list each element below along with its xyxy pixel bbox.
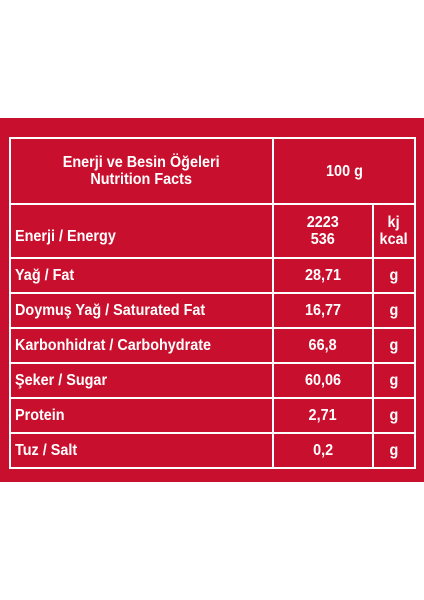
energy-unit-cell: kj kcal bbox=[371, 203, 417, 259]
row-label-cell: Yağ / Fat bbox=[9, 257, 274, 294]
row-label: Karbonhidrat / Carbohydrate bbox=[15, 337, 212, 354]
row-unit: g bbox=[389, 372, 399, 389]
table-title-cell: Enerji ve Besin Öğeleri Nutrition Facts bbox=[9, 137, 274, 205]
row-value-cell: 16,77 bbox=[272, 292, 374, 329]
row-unit: g bbox=[389, 442, 399, 459]
row-value-cell: 66,8 bbox=[272, 327, 374, 364]
energy-value-kj: 2223 bbox=[306, 214, 340, 231]
energy-label: Enerji / Energy bbox=[15, 227, 116, 245]
row-label: Şeker / Sugar bbox=[15, 372, 108, 389]
table-row-carbohydrate: Karbonhidrat / Carbohydrate 66,8 g bbox=[9, 327, 417, 364]
row-value-cell: 60,06 bbox=[272, 362, 374, 399]
row-unit-cell: g bbox=[371, 397, 417, 434]
row-value: 28,71 bbox=[304, 267, 342, 284]
row-unit: g bbox=[389, 407, 399, 424]
table-row-protein: Protein 2,71 g bbox=[9, 397, 417, 434]
table-row-saturated-fat: Doymuş Yağ / Saturated Fat 16,77 g bbox=[9, 292, 417, 329]
row-label: Protein bbox=[15, 407, 65, 424]
row-value: 60,06 bbox=[304, 372, 342, 389]
row-unit: g bbox=[389, 302, 399, 319]
row-unit-cell: g bbox=[371, 362, 417, 399]
row-unit-cell: g bbox=[371, 327, 417, 364]
energy-label-cell: Enerji / Energy bbox=[9, 203, 274, 259]
row-unit-cell: g bbox=[371, 292, 417, 329]
row-value-cell: 2,71 bbox=[272, 397, 374, 434]
energy-value-cell: 2223 536 bbox=[272, 203, 374, 259]
nutrition-table: Enerji ve Besin Öğeleri Nutrition Facts … bbox=[9, 137, 417, 469]
row-label: Yağ / Fat bbox=[15, 267, 75, 284]
row-label: Doymuş Yağ / Saturated Fat bbox=[15, 302, 206, 319]
energy-unit-kj: kj bbox=[387, 214, 401, 231]
row-label-cell: Karbonhidrat / Carbohydrate bbox=[9, 327, 274, 364]
table-header-row: Enerji ve Besin Öğeleri Nutrition Facts … bbox=[9, 137, 417, 205]
title-turkish: Enerji ve Besin Öğeleri bbox=[63, 154, 220, 171]
row-label-cell: Doymuş Yağ / Saturated Fat bbox=[9, 292, 274, 329]
per-amount: 100 g bbox=[325, 162, 363, 180]
energy-unit-kcal: kcal bbox=[379, 231, 409, 248]
row-unit: g bbox=[389, 267, 399, 284]
row-label: Tuz / Salt bbox=[15, 442, 78, 459]
per-amount-cell: 100 g bbox=[271, 137, 417, 205]
table-row-sugar: Şeker / Sugar 60,06 g bbox=[9, 362, 417, 399]
table-row-salt: Tuz / Salt 0,2 g bbox=[9, 432, 417, 469]
title-english: Nutrition Facts bbox=[90, 171, 193, 188]
nutrition-label: Enerji ve Besin Öğeleri Nutrition Facts … bbox=[0, 118, 424, 482]
row-label-cell: Şeker / Sugar bbox=[9, 362, 274, 399]
energy-row: Enerji / Energy 2223 536 kj kcal bbox=[9, 203, 417, 259]
row-value: 0,2 bbox=[312, 442, 334, 459]
table-row-fat: Yağ / Fat 28,71 g bbox=[9, 257, 417, 294]
row-label-cell: Protein bbox=[9, 397, 274, 434]
row-value: 2,71 bbox=[308, 407, 338, 424]
row-unit-cell: g bbox=[371, 257, 417, 294]
row-value: 66,8 bbox=[308, 337, 338, 354]
row-value: 16,77 bbox=[304, 302, 342, 319]
row-unit: g bbox=[389, 337, 399, 354]
energy-value-kcal: 536 bbox=[310, 231, 336, 248]
row-value-cell: 0,2 bbox=[272, 432, 374, 469]
row-label-cell: Tuz / Salt bbox=[9, 432, 274, 469]
row-unit-cell: g bbox=[371, 432, 417, 469]
row-value-cell: 28,71 bbox=[272, 257, 374, 294]
